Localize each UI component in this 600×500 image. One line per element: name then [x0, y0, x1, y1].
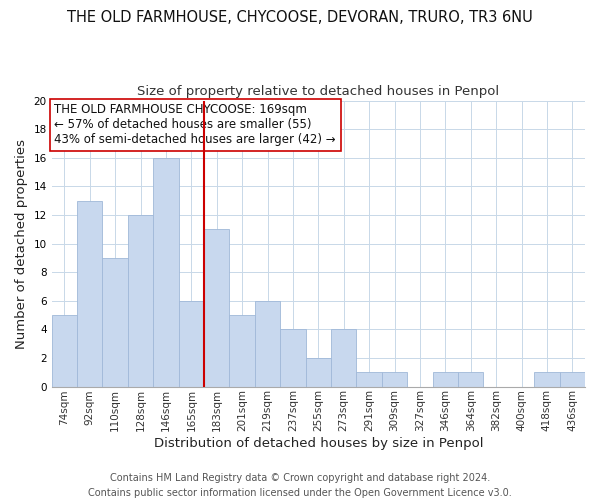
Bar: [128, 215, 153, 386]
Bar: [331, 330, 356, 386]
Y-axis label: Number of detached properties: Number of detached properties: [15, 138, 28, 348]
Bar: [356, 372, 382, 386]
Bar: [52, 315, 77, 386]
Bar: [77, 200, 103, 386]
Text: THE OLD FARMHOUSE, CHYCOOSE, DEVORAN, TRURO, TR3 6NU: THE OLD FARMHOUSE, CHYCOOSE, DEVORAN, TR…: [67, 10, 533, 25]
Bar: [153, 158, 179, 386]
Bar: [560, 372, 585, 386]
Bar: [280, 330, 305, 386]
Bar: [433, 372, 458, 386]
Bar: [204, 229, 229, 386]
Bar: [255, 300, 280, 386]
Text: Contains HM Land Registry data © Crown copyright and database right 2024.
Contai: Contains HM Land Registry data © Crown c…: [88, 472, 512, 498]
Bar: [458, 372, 484, 386]
Title: Size of property relative to detached houses in Penpol: Size of property relative to detached ho…: [137, 85, 499, 98]
Bar: [103, 258, 128, 386]
Bar: [179, 300, 204, 386]
X-axis label: Distribution of detached houses by size in Penpol: Distribution of detached houses by size …: [154, 437, 483, 450]
Bar: [534, 372, 560, 386]
Text: THE OLD FARMHOUSE CHYCOOSE: 169sqm
← 57% of detached houses are smaller (55)
43%: THE OLD FARMHOUSE CHYCOOSE: 169sqm ← 57%…: [55, 104, 336, 146]
Bar: [382, 372, 407, 386]
Bar: [305, 358, 331, 386]
Bar: [229, 315, 255, 386]
